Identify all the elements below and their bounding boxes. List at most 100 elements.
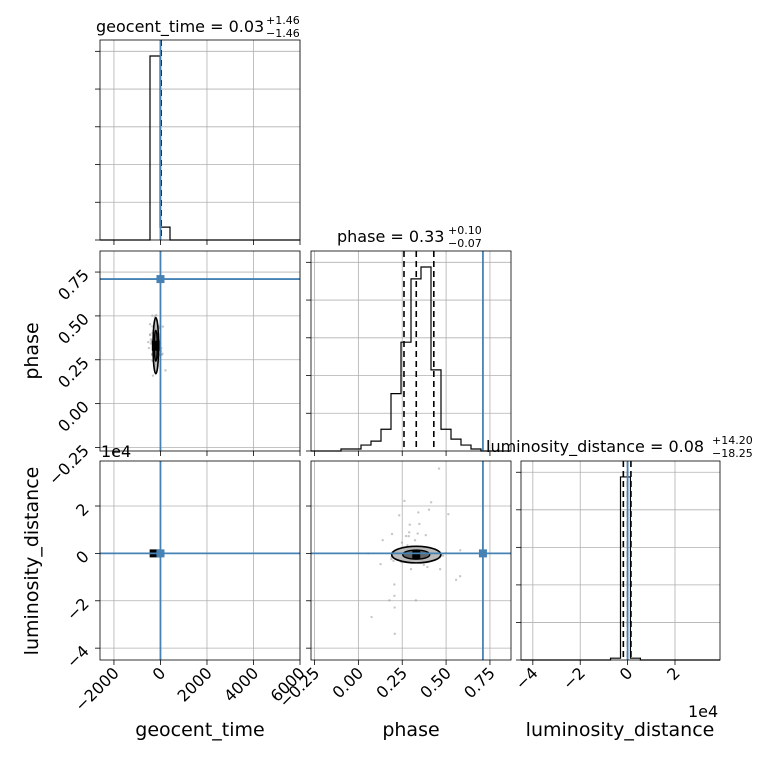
x-tick-label: 4000 (220, 663, 262, 705)
title-geocent-time: geocent_time = 0.03 (96, 17, 264, 37)
title-geocent-time-minus: −1.46 (266, 27, 300, 40)
title-luminosity-distance-minus: −18.25 (712, 447, 753, 460)
sample-point (413, 539, 417, 542)
sample-point (370, 615, 373, 619)
sample-point (390, 557, 393, 561)
histogram-step-geocent_time (100, 55, 300, 241)
sample-point (459, 549, 462, 552)
y-tick-label: 2 (72, 499, 93, 520)
x-tick-label: 0.00 (329, 663, 368, 702)
y-tick-label: 0.50 (54, 309, 93, 348)
sample-point (388, 599, 391, 602)
sample-point (408, 523, 411, 526)
density-peak (412, 550, 421, 559)
y-tick-label: −2 (63, 594, 93, 624)
sample-point (458, 575, 462, 578)
sample-point (454, 578, 458, 582)
axes-frame (99, 460, 301, 661)
x-tick-label: 2000 (174, 663, 216, 705)
y-tick-label: 0 (72, 547, 93, 568)
density-peak (151, 340, 160, 351)
panel-phase-histogram (306, 250, 512, 456)
sample-point (441, 554, 445, 557)
sample-point (154, 314, 157, 318)
truth-marker (478, 549, 487, 558)
y-tick-label: −0.25 (45, 441, 93, 489)
title-phase-minus: −0.07 (448, 237, 482, 250)
panel-luminosity-distance-histogram: −4 −2 0 2 (512, 460, 721, 694)
x-tick-label: 0.75 (460, 663, 499, 702)
sample-point (379, 562, 382, 566)
sample-point (151, 314, 154, 317)
sample-point (164, 369, 167, 372)
sample-point (149, 342, 153, 345)
x-tick-label: 0 (616, 663, 637, 684)
sample-point (418, 522, 421, 526)
sample-point (393, 606, 396, 609)
sample-point (426, 565, 429, 569)
histogram-step-luminosity_distance (521, 476, 720, 661)
x-axis-label-phase: phase (382, 719, 439, 741)
sample-point (424, 533, 428, 537)
sample-point (403, 499, 406, 503)
sample-point (393, 583, 396, 586)
y-tick-label: −4 (63, 642, 93, 672)
sample-point (390, 532, 394, 536)
title-geocent-time-plus: +1.46 (266, 14, 300, 27)
sample-point (151, 374, 155, 377)
x-axis-label-geocent-time: geocent_time (135, 719, 264, 741)
sample-point (414, 599, 418, 602)
x-tick-label: −4 (512, 663, 542, 693)
sample-point (149, 333, 152, 337)
sample-point (404, 534, 408, 538)
panel-geocent-time-histogram (95, 39, 301, 245)
sample-point (438, 568, 442, 571)
sample-point (427, 508, 431, 511)
sample-point (407, 534, 410, 538)
y-tick-label: 0.25 (54, 353, 93, 392)
x-tick-label: 0.25 (372, 663, 411, 702)
y-axis-label-luminosity-distance: luminosity_distance (21, 467, 43, 656)
panel-phase-vs-luminosity-distance: −0.25 0.00 0.25 0.50 0.75 (275, 460, 512, 711)
x-tick-label: 0 (149, 663, 170, 684)
sample-point (422, 563, 426, 567)
panel-geocent-time-vs-phase: −0.25 0.00 0.25 0.50 0.75 (45, 250, 301, 489)
offset-text-x-luminosity-distance: 1e4 (688, 702, 718, 721)
x-axis-label-luminosity-distance: luminosity_distance (526, 719, 715, 741)
sample-point (416, 532, 419, 535)
sample-point (393, 632, 396, 636)
sample-point (407, 531, 411, 534)
histogram-step-phase (311, 266, 511, 452)
sample-point (147, 340, 150, 344)
axes-frame (310, 460, 512, 661)
sample-point (161, 325, 165, 328)
sample-point (398, 514, 401, 517)
truth-marker (156, 549, 165, 558)
sample-point (437, 467, 441, 470)
y-tick-label: 0.75 (54, 265, 93, 304)
truth-marker (156, 275, 165, 284)
title-phase-plus: +0.10 (448, 224, 482, 237)
sample-point (429, 501, 433, 504)
y-tick-label: 0.00 (54, 397, 93, 436)
axes-frame (99, 250, 301, 452)
x-tick-label: 0.50 (416, 663, 455, 702)
sample-point (409, 567, 413, 571)
title-luminosity-distance: luminosity_distance = 0.08 (486, 437, 704, 457)
axes-frame (99, 39, 301, 241)
sample-point (393, 594, 396, 598)
x-tick-label: 2 (663, 663, 684, 684)
axes-frame (310, 250, 512, 452)
sample-point (417, 511, 420, 514)
sample-point (148, 322, 152, 326)
x-tick-label: −2000 (71, 663, 123, 715)
sample-point (400, 541, 404, 544)
panel-geocent-time-vs-luminosity-distance: −2000 0 2000 4000 6000−4−202 (63, 460, 309, 715)
sample-point (149, 338, 153, 341)
sample-point (392, 559, 395, 563)
offset-text-y-luminosity-distance: 1e4 (101, 442, 131, 461)
x-tick-label: −2 (559, 663, 589, 693)
title-luminosity-distance-plus: +14.20 (712, 434, 753, 447)
y-axis-label-phase: phase (21, 322, 43, 379)
